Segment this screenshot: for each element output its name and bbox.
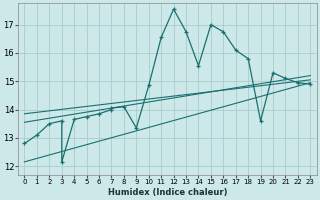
- X-axis label: Humidex (Indice chaleur): Humidex (Indice chaleur): [108, 188, 227, 197]
